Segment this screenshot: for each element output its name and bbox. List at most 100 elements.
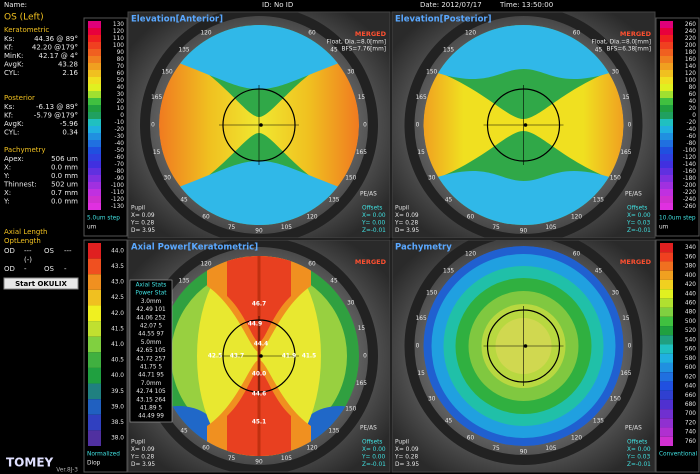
scale-label: 700 <box>685 411 696 417</box>
scale-label: 540 <box>685 337 696 343</box>
scale-swatch <box>88 140 101 147</box>
row-value: 44.36 @ 89° <box>34 35 78 43</box>
stats-line: Axial Stats <box>136 283 167 289</box>
scale-label: -80 <box>115 169 125 175</box>
scale-swatch <box>660 418 673 428</box>
scale-label: 10 <box>117 106 125 112</box>
axial-cell: - <box>24 265 27 273</box>
pupil-info: Y= 0.28 <box>130 455 154 461</box>
angle-label: 15 <box>622 95 630 101</box>
scale-label: 43.0 <box>111 280 124 286</box>
angle-label: 60 <box>467 435 475 441</box>
angle-label: 0 <box>628 344 632 350</box>
scale-label: -100 <box>111 183 124 189</box>
scale-label: 60 <box>689 92 697 98</box>
scale-label: 720 <box>685 420 696 426</box>
scale-label: -20 <box>687 120 697 126</box>
stats-line: 42.74 105 <box>136 389 166 395</box>
offset-info: Offsets <box>627 440 647 446</box>
reading: 46.7 <box>252 302 266 308</box>
scale-label: 130 <box>113 22 124 28</box>
angle-label: 165 <box>356 381 367 387</box>
scale-swatch <box>88 119 101 126</box>
map-tag: PE/AS <box>625 192 642 198</box>
offset-info: Offsets <box>362 206 382 212</box>
angle-label: 90 <box>520 450 528 456</box>
scale-swatch <box>660 56 673 63</box>
scale-label: -240 <box>683 197 696 203</box>
scale-label: -50 <box>115 148 125 154</box>
scale-label: -130 <box>111 204 124 210</box>
scale-swatch <box>660 84 673 91</box>
offset-info: Offsets <box>627 206 647 212</box>
angle-label: 135 <box>328 428 339 434</box>
scale-footer: um <box>659 225 669 231</box>
scale-label: 50 <box>117 78 125 84</box>
angle-label: 135 <box>443 48 454 54</box>
reading: 41.5 <box>302 354 316 360</box>
scale-swatch <box>88 182 101 189</box>
start-button[interactable]: Start OKULIX <box>3 277 79 290</box>
row-value: 0.34 <box>62 129 78 137</box>
scale-label: -110 <box>111 190 124 196</box>
scale-swatch <box>660 399 673 410</box>
scale-swatch <box>88 42 101 49</box>
angle-label: 15 <box>358 95 366 101</box>
angle-label: 75 <box>492 446 500 452</box>
offset-info: Z=-0.01 <box>627 462 651 468</box>
scale-swatch <box>88 367 101 384</box>
eye-label: OS (Left) <box>4 13 44 23</box>
stats-line: 43.15 264 <box>136 397 166 403</box>
scale-swatch <box>88 35 101 42</box>
opt-heading: OptLength <box>4 237 41 245</box>
scale-swatch <box>660 344 673 354</box>
stats-line: 3.0mm <box>141 299 162 305</box>
scale-swatch <box>660 252 673 262</box>
row-value: 2.16 <box>62 69 78 77</box>
scale-label: 39.5 <box>111 389 124 395</box>
scale-swatch <box>660 270 673 280</box>
scale-label: -200 <box>683 183 696 189</box>
angle-label: 0 <box>628 123 632 129</box>
scale-footer: 10.0um step <box>659 216 696 222</box>
angle-label: 150 <box>345 176 356 182</box>
row-value: 0.0 mm <box>51 172 78 180</box>
angle-label: 0 <box>416 123 420 129</box>
version: Ver.8J-3 <box>56 468 78 474</box>
scale-label: 420 <box>685 282 696 288</box>
row-value: -5.79 @179° <box>34 112 78 120</box>
offset-info: Z=-0.01 <box>362 228 386 234</box>
map-panel: 0 0 15 15 30 30 45 45 60 60 75 90 105 120 120 135 135 150… <box>128 12 390 238</box>
merged-label: MERGED <box>355 30 387 38</box>
axial-cell: --- <box>64 247 72 255</box>
scale-footer: um <box>87 225 97 231</box>
angle-label: 60 <box>467 214 475 220</box>
scale-swatch <box>660 316 673 327</box>
pupil-info: Y= 0.28 <box>394 455 418 461</box>
scale-swatch <box>660 112 673 119</box>
map-title: Elevation[Anterior] <box>131 15 223 25</box>
fit-info: BFS=6.38[mm] <box>607 47 651 53</box>
scale-swatch <box>660 63 673 70</box>
scale-swatch <box>660 161 673 168</box>
angle-label: 30 <box>347 301 355 307</box>
angle-label: 135 <box>593 197 604 203</box>
angle-label: 60 <box>573 31 581 37</box>
scale-label: 220 <box>685 36 696 42</box>
scale-label: 120 <box>685 71 696 77</box>
angle-label: 90 <box>255 229 263 235</box>
scale-label: -260 <box>683 204 696 210</box>
scale-swatch <box>88 352 101 368</box>
angle-label: 120 <box>465 31 476 37</box>
scale-label: 38.0 <box>111 436 124 442</box>
scale-swatch <box>88 49 101 56</box>
scale-swatch <box>660 91 673 98</box>
scale-swatch <box>88 383 101 400</box>
angle-label: 105 <box>545 225 556 231</box>
map-title: Elevation[Posterior] <box>395 15 492 25</box>
angle-label: 75 <box>228 456 236 462</box>
scale-label: 110 <box>113 36 124 42</box>
scale-swatch <box>88 147 101 154</box>
scale-label: 43.5 <box>111 264 124 270</box>
offset-info: Z=-0.01 <box>627 228 651 234</box>
